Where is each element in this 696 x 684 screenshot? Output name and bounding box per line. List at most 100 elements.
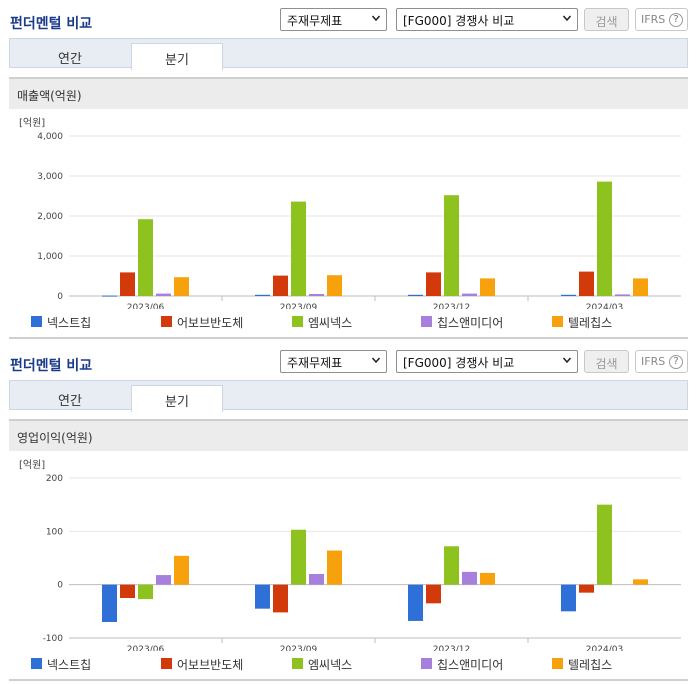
- legend-label: 어보브반도체: [177, 316, 244, 330]
- bar-4-2023-12[interactable]: [462, 293, 477, 296]
- bar-3-2023-06[interactable]: [138, 219, 153, 296]
- x-tick-label: 2023/12: [433, 645, 470, 651]
- x-tick-label: 2024/03: [586, 645, 623, 651]
- bar-3-2023-06[interactable]: [138, 584, 153, 600]
- x-tick-label: 2023/06: [127, 645, 165, 651]
- legend-label: 텔레칩스: [568, 658, 613, 672]
- bar-1-2023-12[interactable]: [408, 294, 423, 296]
- ifrs-label: IFRS: [641, 13, 666, 26]
- bar-2-2023-09[interactable]: [273, 275, 288, 296]
- bar-5-2024-03[interactable]: [633, 579, 648, 585]
- revenue-chart-svg: [억원] 0 1,000 2,000 3,000 4,000 2023/06 2023/09…: [19, 117, 681, 309]
- period-tabs: 연간 분기: [9, 380, 688, 412]
- unit-label: [억원]: [19, 459, 45, 471]
- bar-2-2023-06[interactable]: [120, 584, 135, 598]
- legend-label: 엠씨넥스: [308, 658, 353, 672]
- y-tick-label: 1,000: [37, 252, 63, 262]
- y-tick-label: 0: [57, 292, 63, 302]
- legend-swatch: [31, 658, 42, 669]
- y-tick-label: 200: [46, 474, 63, 484]
- bar-1-2023-06[interactable]: [102, 584, 117, 622]
- bar-1-2023-09[interactable]: [255, 294, 270, 296]
- bar-4-2023-09[interactable]: [309, 294, 324, 296]
- bar-2-2023-06[interactable]: [120, 272, 135, 296]
- statement-type-select[interactable]: 주재무제표: [280, 350, 387, 373]
- legend-swatch: [292, 658, 303, 669]
- x-tick-label: 2024/03: [586, 303, 623, 309]
- y-tick-label: -100: [43, 634, 64, 644]
- panel-header: 펀더멘털 비교 주재무제표 [FG000] 경쟁사 비교 검색 IFRS ?: [0, 0, 696, 38]
- search-button[interactable]: 검색: [584, 350, 629, 373]
- bar-1-2023-06[interactable]: [102, 295, 117, 297]
- unit-label: [억원]: [19, 117, 45, 129]
- peer-group-select[interactable]: [FG000] 경쟁사 비교: [396, 8, 578, 31]
- section-title: 매출액(억원): [17, 89, 82, 103]
- bar-5-2023-09[interactable]: [327, 275, 342, 296]
- peer-group-value: [FG000] 경쟁사 비교: [403, 14, 515, 28]
- chevron-down-icon: [563, 15, 571, 22]
- bar-3-2023-12[interactable]: [444, 195, 459, 296]
- legend-swatch: [552, 658, 563, 669]
- bar-5-2023-12[interactable]: [480, 572, 495, 585]
- bar-2-2023-09[interactable]: [273, 584, 288, 613]
- revenue-chart: [억원] 0 1,000 2,000 3,000 4,000 2023/06 2023/09…: [9, 109, 688, 339]
- bar-2-2024-03[interactable]: [579, 584, 594, 593]
- legend-label: 넥스트칩: [47, 658, 92, 672]
- fundamental-panel-revenue: 펀더멘털 비교 주재무제표 [FG000] 경쟁사 비교 검색 IFRS ? 연…: [0, 0, 696, 339]
- bar-1-2023-12[interactable]: [408, 584, 423, 621]
- bar-5-2023-06[interactable]: [174, 555, 189, 585]
- bar-2-2024-03[interactable]: [579, 271, 594, 296]
- operating-profit-chart-svg: [억원] -100 0 100 200 2023/06 2023/09 2023/12 202…: [19, 459, 681, 651]
- legend-label: 어보브반도체: [177, 658, 244, 672]
- legend-label: 텔레칩스: [568, 316, 613, 330]
- help-icon[interactable]: ?: [669, 355, 683, 369]
- peer-group-value: [FG000] 경쟁사 비교: [403, 356, 515, 370]
- tab-annual[interactable]: 연간: [58, 52, 82, 67]
- bar-5-2023-12[interactable]: [480, 278, 495, 296]
- bar-4-2024-03[interactable]: [615, 294, 630, 296]
- x-tick-label: 2023/09: [280, 303, 318, 309]
- bar-5-2023-06[interactable]: [174, 277, 189, 296]
- ifrs-button[interactable]: IFRS ?: [635, 8, 688, 31]
- x-tick-label: 2023/06: [127, 303, 165, 309]
- bar-4-2023-06[interactable]: [156, 575, 171, 585]
- y-tick-label: 0: [57, 581, 63, 591]
- tab-quarterly[interactable]: 분기: [131, 385, 223, 412]
- operating-profit-chart: [억원] -100 0 100 200 2023/06 2023/09 2023/12 202…: [9, 451, 688, 681]
- ifrs-button[interactable]: IFRS ?: [635, 350, 688, 373]
- bar-3-2023-09[interactable]: [291, 529, 306, 585]
- chart-legend: 넥스트칩 어보브반도체 엠씨넥스 칩스앤미디어 텔레칩스: [9, 312, 688, 332]
- bar-1-2023-09[interactable]: [255, 584, 270, 609]
- bar-4-2023-09[interactable]: [309, 574, 324, 585]
- legend-label: 엠씨넥스: [308, 316, 353, 330]
- legend-label: 칩스앤미디어: [437, 316, 504, 330]
- y-tick-label: 2,000: [37, 212, 63, 222]
- legend-label: 넥스트칩: [47, 316, 92, 330]
- search-button[interactable]: 검색: [584, 8, 629, 31]
- peer-group-select[interactable]: [FG000] 경쟁사 비교: [396, 350, 578, 373]
- tab-quarterly[interactable]: 분기: [131, 43, 223, 70]
- help-icon[interactable]: ?: [669, 13, 683, 27]
- chevron-down-icon: [372, 357, 380, 364]
- statement-type-select[interactable]: 주재무제표: [280, 8, 387, 31]
- tab-annual[interactable]: 연간: [58, 394, 82, 409]
- bar-3-2023-09[interactable]: [291, 201, 306, 296]
- bar-3-2024-03[interactable]: [597, 181, 612, 296]
- bar-3-2024-03[interactable]: [597, 504, 612, 585]
- bar-4-2023-12[interactable]: [462, 571, 477, 585]
- bar-3-2023-12[interactable]: [444, 546, 459, 585]
- bar-4-2023-06[interactable]: [156, 293, 171, 296]
- y-tick-label: 3,000: [37, 172, 63, 182]
- bar-1-2024-03[interactable]: [561, 294, 576, 296]
- section-title: 영업이익(억원): [17, 431, 93, 445]
- chart-legend: 넥스트칩 어보브반도체 엠씨넥스 칩스앤미디어 텔레칩스: [9, 654, 688, 674]
- bar-2-2023-12[interactable]: [426, 272, 441, 296]
- legend-label: 칩스앤미디어: [437, 658, 504, 672]
- bar-1-2024-03[interactable]: [561, 584, 576, 612]
- bar-2-2023-12[interactable]: [426, 584, 441, 604]
- bar-5-2023-09[interactable]: [327, 550, 342, 585]
- period-tabs: 연간 분기: [9, 38, 688, 70]
- statement-type-value: 주재무제표: [287, 14, 343, 28]
- bar-5-2024-03[interactable]: [633, 278, 648, 296]
- ifrs-label: IFRS: [641, 355, 666, 368]
